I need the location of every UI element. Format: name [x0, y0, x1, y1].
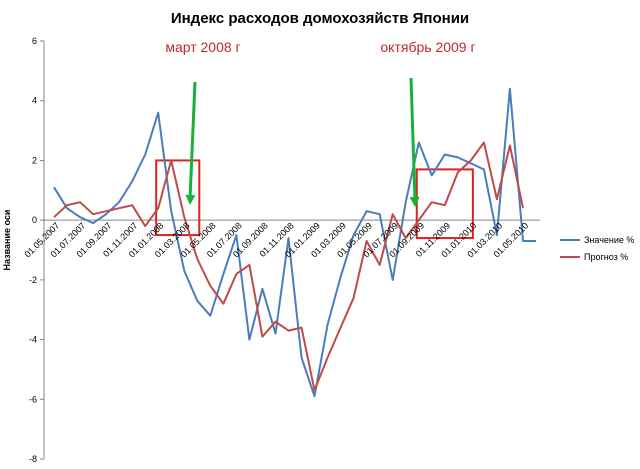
annotation-label: октябрь 2009 г [380, 39, 475, 55]
annotations-layer: март 2008 г октябрь 2009 г [165, 39, 476, 207]
annotation-arrow [409, 77, 417, 202]
y-tick-label: 4 [32, 96, 37, 106]
legend: Значение % Прогноз % [560, 235, 634, 262]
legend-label: Значение % [584, 235, 634, 245]
y-axis-label: Название оси [2, 210, 12, 271]
highlight-box [155, 159, 201, 237]
annotation-arrowhead [409, 196, 420, 207]
y-tick-label: 2 [32, 155, 37, 165]
series-line-2 [53, 141, 524, 392]
x-tick-labels-layer: 01.05.200701.07.200701.09.200701.11.2007… [22, 220, 530, 259]
annotation-arrowhead [185, 194, 196, 205]
y-tick-label: 0 [32, 215, 37, 225]
y-tick-label: -8 [29, 454, 37, 464]
annotation-label: март 2008 г [165, 39, 240, 55]
legend-label: Прогноз % [584, 252, 628, 262]
highlight-boxes-layer [155, 159, 474, 240]
annotation-arrow [188, 81, 197, 200]
y-tick-label: -4 [29, 335, 37, 345]
axes-layer: 6 4 2 0 -2 -4 -6 -8 [29, 36, 540, 464]
y-tick-label: 6 [32, 36, 37, 46]
chart-title: Индекс расходов домохозяйств Японии [171, 10, 469, 27]
series-line-1 [53, 87, 536, 398]
y-tick-label: -6 [29, 394, 37, 404]
y-tick-label: -2 [29, 275, 37, 285]
highlight-box [415, 168, 474, 240]
series-layer [53, 87, 536, 398]
